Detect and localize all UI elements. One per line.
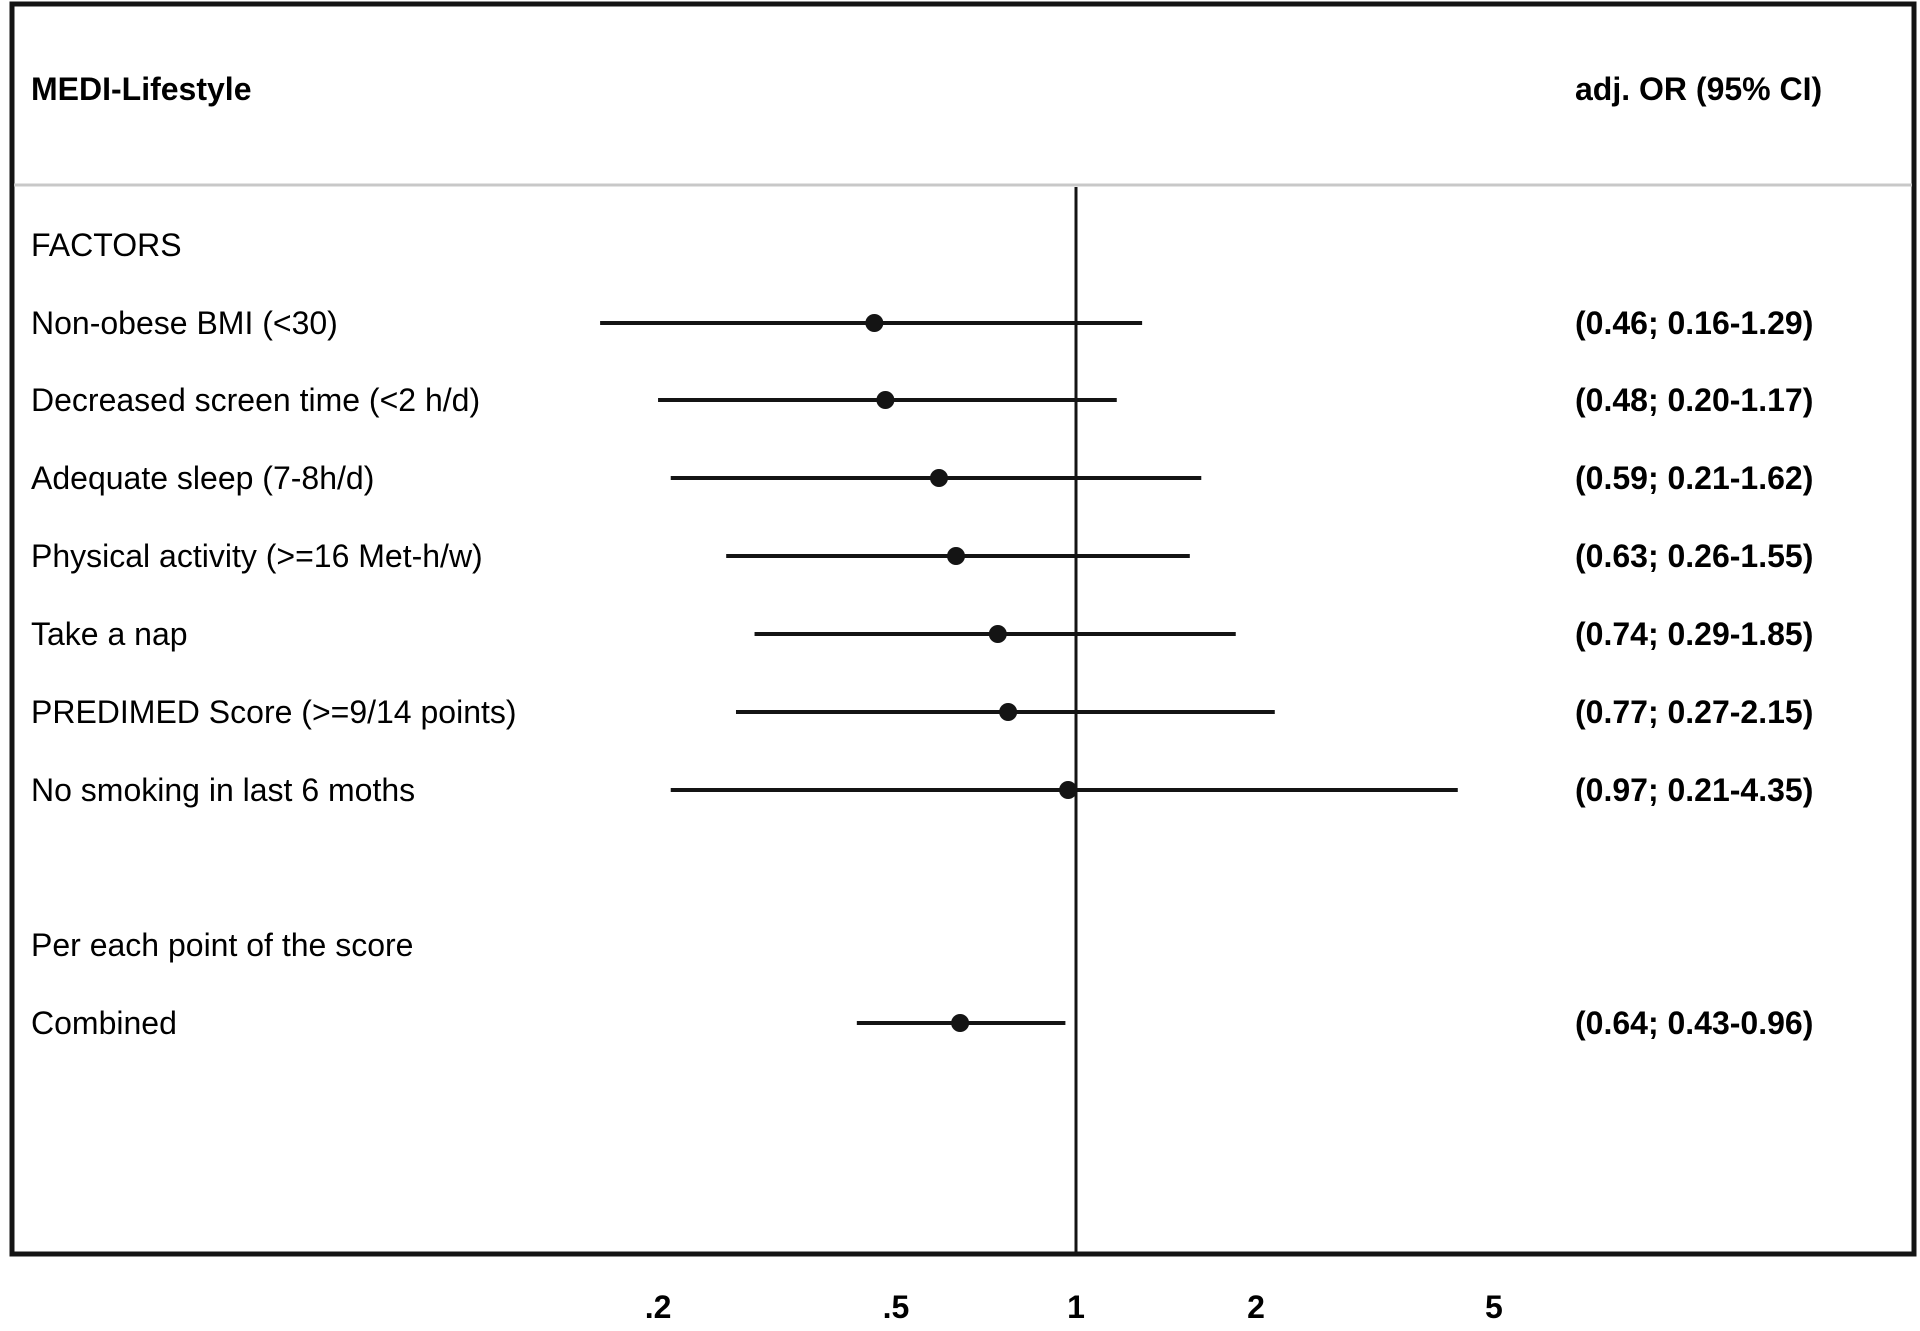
row-label: Take a nap — [31, 616, 188, 652]
ci-value-label: (0.74; 0.29-1.85) — [1575, 616, 1813, 652]
section-heading: FACTORS — [31, 227, 182, 263]
x-tick-label: .5 — [883, 1289, 910, 1325]
ci-value-label: (0.48; 0.20-1.17) — [1575, 382, 1813, 418]
header-right-label: adj. OR (95% CI) — [1575, 71, 1822, 107]
ci-value-label: (0.64; 0.43-0.96) — [1575, 1005, 1813, 1041]
point-estimate — [929, 469, 948, 487]
row-label: Non-obese BMI (<30) — [31, 305, 338, 341]
row-estimate: Adequate sleep (7-8h/d) (0.59; 0.21-1.62) — [31, 460, 1813, 496]
point-estimate — [951, 1014, 970, 1032]
ci-value-label: (0.63; 0.26-1.55) — [1575, 538, 1813, 574]
section-heading: Per each point of the score — [31, 927, 413, 963]
row-estimate: Non-obese BMI (<30) (0.46; 0.16-1.29) — [31, 305, 1813, 341]
x-tick-label: .2 — [645, 1289, 672, 1325]
point-estimate — [876, 391, 895, 409]
x-tick-label: 1 — [1067, 1289, 1085, 1325]
row-estimate: Decreased screen time (<2 h/d) (0.48; 0.2… — [31, 382, 1813, 418]
row-label: PREDIMED Score (>=9/14 points) — [31, 694, 517, 730]
row-label: Adequate sleep (7-8h/d) — [31, 460, 374, 496]
row-estimate: Take a nap (0.74; 0.29-1.85) — [31, 616, 1813, 652]
plot-frame — [9, 1, 1917, 1257]
point-estimate — [988, 625, 1007, 643]
point-estimate — [999, 703, 1018, 721]
point-estimate — [865, 314, 884, 332]
row-estimate: PREDIMED Score (>=9/14 points) (0.77; 0.2… — [31, 694, 1813, 730]
x-tick-label: 5 — [1485, 1289, 1503, 1325]
row-estimate: No smoking in last 6 moths (0.97; 0.21-4.… — [31, 772, 1813, 808]
row-label: Physical activity (>=16 Met-h/w) — [31, 538, 483, 574]
ci-value-label: (0.46; 0.16-1.29) — [1575, 305, 1813, 341]
row-label: No smoking in last 6 moths — [31, 772, 415, 808]
row-heading: FACTORS — [31, 227, 182, 263]
ci-value-label: (0.59; 0.21-1.62) — [1575, 460, 1813, 496]
ci-value-label: (0.77; 0.27-2.15) — [1575, 694, 1813, 730]
header-left-label: MEDI-Lifestyle — [31, 71, 251, 107]
x-tick-label: 2 — [1247, 1289, 1265, 1325]
point-estimate — [947, 547, 966, 565]
point-estimate — [1059, 781, 1078, 799]
row-estimate: Physical activity (>=16 Met-h/w) (0.63; 0… — [31, 538, 1813, 574]
row-label: Combined — [31, 1005, 177, 1041]
ci-value-label: (0.97; 0.21-4.35) — [1575, 772, 1813, 808]
row-estimate: Combined (0.64; 0.43-0.96) — [31, 1005, 1813, 1041]
row-heading: Per each point of the score — [31, 927, 413, 963]
row-label: Decreased screen time (<2 h/d) — [31, 382, 480, 418]
